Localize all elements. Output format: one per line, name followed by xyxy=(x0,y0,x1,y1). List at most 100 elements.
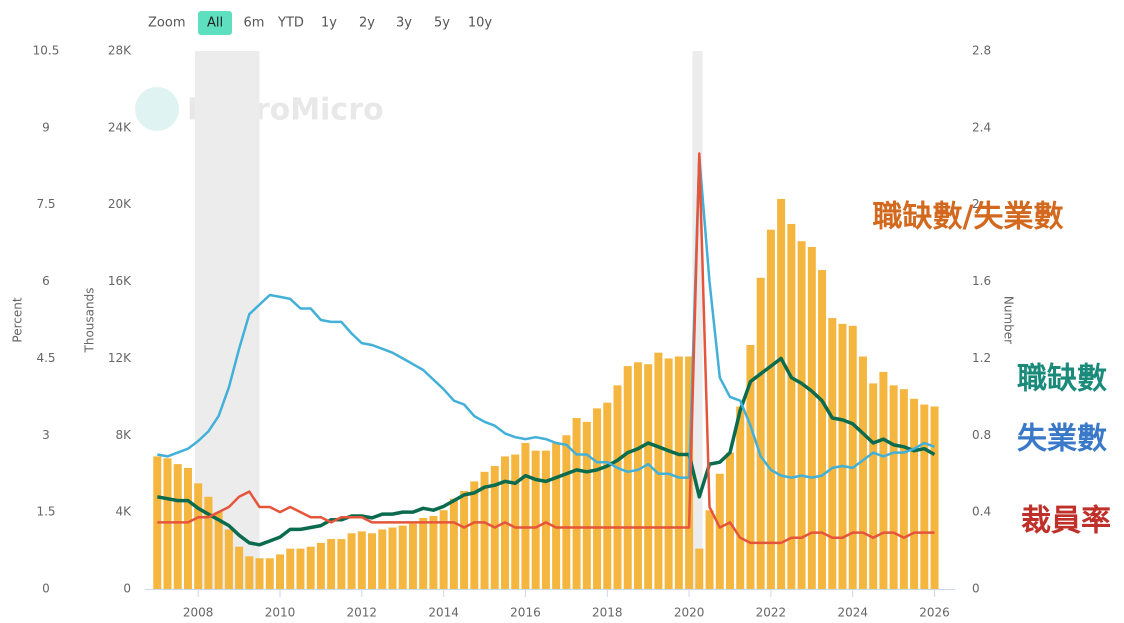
zoom-button-bg xyxy=(198,11,232,35)
y2-tick-label: 28K xyxy=(108,44,132,58)
ratio-bar xyxy=(378,529,387,589)
ratio-bar xyxy=(603,402,612,589)
series-line xyxy=(156,356,936,547)
ratio-bar xyxy=(255,558,264,589)
zoom-button[interactable]: 5y xyxy=(434,16,450,31)
ratio-bar xyxy=(674,356,683,589)
ratio-bar xyxy=(930,406,939,589)
ratio-bar xyxy=(316,542,325,589)
ratio-bar xyxy=(286,548,295,589)
ratio-bar xyxy=(235,546,244,589)
zoom-label: Zoom xyxy=(148,16,185,31)
y-tick-label: 9 xyxy=(42,120,50,134)
zoom-button[interactable]: 2y xyxy=(359,16,375,31)
ratio-bar xyxy=(470,481,479,589)
ratio-bar xyxy=(797,241,806,589)
zoom-button[interactable]: 10y xyxy=(468,16,493,31)
zoom-button[interactable]: 6m xyxy=(244,16,265,31)
ratio-bar xyxy=(756,277,765,589)
ratio-bar xyxy=(695,548,704,589)
recession-band xyxy=(692,51,703,589)
ratio-bar xyxy=(541,450,550,589)
ratio-bar xyxy=(173,464,182,589)
ratio-bar xyxy=(869,383,878,589)
ratio-bar xyxy=(838,323,847,589)
y-axis-title: Percent xyxy=(11,297,25,342)
watermark-icon xyxy=(135,87,179,131)
ratio-bar xyxy=(899,389,908,589)
y-tick-label: 10.5 xyxy=(33,44,60,58)
ratio-bar xyxy=(153,456,162,589)
ratio-bar xyxy=(777,198,786,589)
x-tick-label: 2024 xyxy=(837,606,868,620)
y2-tick-label: 12K xyxy=(108,351,132,365)
ratio-bar xyxy=(818,270,827,589)
y3-tick-label: 0 xyxy=(972,582,980,596)
ratio-bar xyxy=(531,450,540,589)
ratio-bar xyxy=(787,223,796,589)
x-tick-label: 2018 xyxy=(592,606,623,620)
ratio-bar xyxy=(449,498,458,589)
ratio-bar xyxy=(715,473,724,589)
ratio-bar xyxy=(623,366,632,589)
y-tick-label: 1.5 xyxy=(36,505,55,519)
x-tick-label: 2012 xyxy=(347,606,378,620)
x-tick-label: 2026 xyxy=(919,606,950,620)
ratio-bar xyxy=(429,515,438,589)
ratio-bar xyxy=(562,435,571,589)
x-tick-label: 2014 xyxy=(428,606,459,620)
x-tick-label: 2016 xyxy=(510,606,541,620)
x-tick-label: 2020 xyxy=(674,606,705,620)
ratio-bar xyxy=(439,510,448,589)
y3-tick-label: 1.6 xyxy=(972,274,991,288)
ratio-bar xyxy=(276,554,284,589)
zoom-button[interactable]: 1y xyxy=(321,16,337,31)
y3-axis-title: Number xyxy=(1002,296,1016,344)
ratio-bar xyxy=(511,454,520,589)
ratio-bar xyxy=(337,539,346,589)
ratio-bar xyxy=(368,533,377,589)
ratio-bar xyxy=(613,385,622,589)
y-tick-label: 4.5 xyxy=(36,351,55,365)
ratio-bar xyxy=(327,539,336,589)
y-tick-label: 6 xyxy=(42,274,50,288)
y3-tick-label: 1.2 xyxy=(972,351,991,365)
zoom-button[interactable]: YTD xyxy=(277,16,304,31)
ratio-bar xyxy=(265,558,274,589)
ratio-bar xyxy=(582,421,591,589)
y-tick-label: 3 xyxy=(42,428,50,442)
ratio-bar xyxy=(633,362,642,589)
x-tick-label: 2022 xyxy=(756,606,787,620)
ratio-bar xyxy=(521,442,530,589)
zoom-button[interactable]: All xyxy=(207,16,223,31)
ratio-bar xyxy=(746,344,755,589)
ratio-bar xyxy=(552,442,561,589)
ratio-bar xyxy=(572,417,581,589)
ratio-bar xyxy=(194,483,203,589)
ratio-bar xyxy=(889,385,898,589)
y3-tick-label: 2 xyxy=(972,197,980,211)
y2-tick-label: 4K xyxy=(115,505,132,519)
y2-tick-label: 16K xyxy=(108,274,132,288)
ratio-bar xyxy=(705,510,714,589)
ratio-bar xyxy=(419,517,428,589)
ratio-bar xyxy=(214,512,223,589)
y3-tick-label: 0.8 xyxy=(972,428,991,442)
ratio-bar xyxy=(296,548,305,589)
x-tick-label: 2008 xyxy=(183,606,214,620)
ratio-bar xyxy=(245,556,254,589)
y3-tick-label: 2.4 xyxy=(972,120,991,134)
legend-label: 職缺數 xyxy=(1017,362,1107,397)
legend-label: 職缺數/失業數 xyxy=(873,200,1064,235)
ratio-bar xyxy=(858,356,867,589)
ratio-bar xyxy=(766,229,775,589)
ratio-bar xyxy=(480,471,489,589)
ratio-bar xyxy=(347,533,356,589)
ratio-bar xyxy=(644,364,653,589)
ratio-bar xyxy=(920,404,929,589)
ratio-bar xyxy=(910,398,919,589)
zoom-button[interactable]: 3y xyxy=(396,16,412,31)
ratio-bar xyxy=(183,467,192,589)
